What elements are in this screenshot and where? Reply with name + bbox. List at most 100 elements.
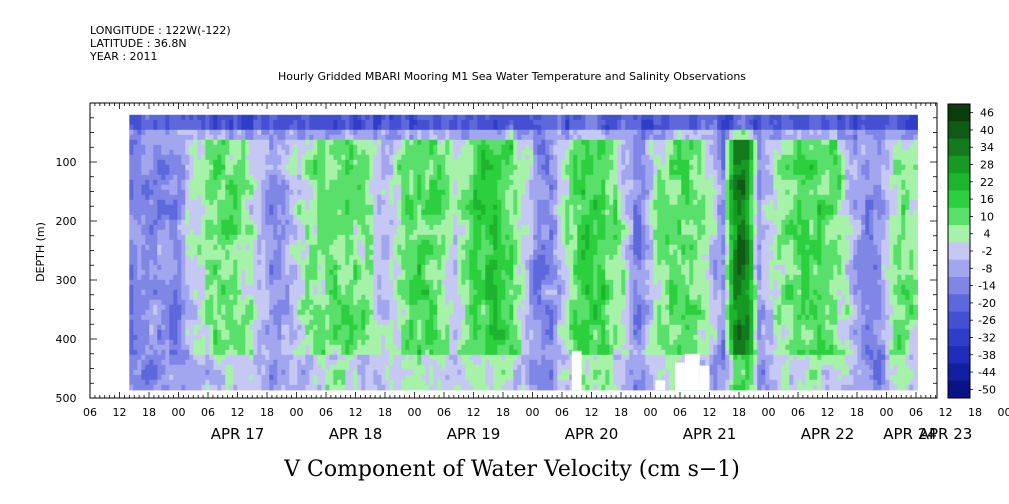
heatmap-cell bbox=[297, 234, 302, 241]
heatmap-cell bbox=[329, 374, 334, 381]
heatmap-cell bbox=[169, 144, 174, 151]
heatmap-cell bbox=[277, 229, 282, 236]
heatmap-cell bbox=[157, 209, 162, 216]
heatmap-cell bbox=[201, 199, 206, 206]
heatmap-cell bbox=[373, 189, 378, 196]
heatmap-cell bbox=[437, 364, 442, 371]
heatmap-cell bbox=[341, 294, 346, 301]
heatmap-cell bbox=[405, 174, 410, 181]
heatmap-cell bbox=[373, 129, 378, 136]
heatmap-cell bbox=[193, 129, 198, 136]
heatmap-cell bbox=[177, 164, 182, 171]
heatmap-cell bbox=[457, 284, 462, 291]
heatmap-cell bbox=[373, 274, 378, 281]
heatmap-cell bbox=[201, 144, 206, 151]
heatmap-cell bbox=[345, 184, 350, 191]
heatmap-cell bbox=[289, 174, 294, 181]
heatmap-cell bbox=[257, 379, 262, 386]
heatmap-cell bbox=[213, 204, 218, 211]
heatmap-cell bbox=[349, 339, 354, 346]
heatmap-cell bbox=[353, 124, 358, 131]
heatmap-cell bbox=[365, 344, 370, 351]
heatmap-cell bbox=[253, 369, 258, 376]
heatmap-cell bbox=[257, 309, 262, 316]
heatmap-cell bbox=[153, 359, 158, 366]
heatmap-cell bbox=[269, 164, 274, 171]
heatmap-cell bbox=[481, 314, 486, 321]
heatmap-cell bbox=[133, 184, 138, 191]
heatmap-cell bbox=[245, 329, 250, 336]
heatmap-cell bbox=[257, 164, 262, 171]
heatmap-cell bbox=[261, 279, 266, 286]
heatmap-cell bbox=[249, 124, 254, 131]
heatmap-cell bbox=[401, 364, 406, 371]
heatmap-cell bbox=[169, 189, 174, 196]
heatmap-cell bbox=[329, 229, 334, 236]
heatmap-cell bbox=[393, 269, 398, 276]
heatmap-cell bbox=[129, 294, 134, 301]
heatmap-cell bbox=[209, 344, 214, 351]
heatmap-cell bbox=[309, 309, 314, 316]
heatmap-cell bbox=[233, 364, 238, 371]
heatmap-cell bbox=[329, 369, 334, 376]
heatmap-cell bbox=[205, 164, 210, 171]
heatmap-cell bbox=[353, 299, 358, 306]
heatmap-cell bbox=[285, 269, 290, 276]
heatmap-cell bbox=[305, 369, 310, 376]
heatmap-cell bbox=[317, 339, 322, 346]
heatmap-cell bbox=[437, 379, 442, 386]
heatmap-cell bbox=[489, 214, 494, 221]
heatmap-cell bbox=[329, 214, 334, 221]
heatmap-cell bbox=[417, 269, 422, 276]
heatmap-cell bbox=[345, 134, 350, 141]
heatmap-cell bbox=[225, 269, 230, 276]
heatmap-cell bbox=[437, 194, 442, 201]
heatmap-cell bbox=[273, 269, 278, 276]
heatmap-cell bbox=[225, 189, 230, 196]
heatmap-cell bbox=[473, 309, 478, 316]
heatmap-cell bbox=[217, 384, 222, 391]
heatmap-cell bbox=[201, 304, 206, 311]
heatmap-cell bbox=[221, 259, 226, 266]
heatmap-cell bbox=[293, 254, 298, 261]
heatmap-cell bbox=[277, 339, 282, 346]
heatmap-cell bbox=[393, 229, 398, 236]
heatmap-cell bbox=[437, 264, 442, 271]
heatmap-cell bbox=[325, 374, 330, 381]
heatmap-cell bbox=[169, 124, 174, 131]
heatmap-cell bbox=[149, 184, 154, 191]
heatmap-cell bbox=[141, 164, 146, 171]
heatmap-cell bbox=[397, 264, 402, 271]
heatmap-cell bbox=[393, 259, 398, 266]
heatmap-cell bbox=[417, 129, 422, 136]
heatmap-cell bbox=[225, 349, 230, 356]
heatmap-cell bbox=[245, 359, 250, 366]
heatmap-cell bbox=[381, 229, 386, 236]
heatmap-cell bbox=[357, 264, 362, 271]
heatmap-cell bbox=[193, 314, 198, 321]
heatmap-cell bbox=[333, 204, 338, 211]
heatmap-cell bbox=[137, 219, 142, 226]
heatmap-cell bbox=[177, 334, 182, 341]
heatmap-cell bbox=[241, 309, 246, 316]
heatmap-cell bbox=[445, 304, 450, 311]
heatmap-cell bbox=[429, 204, 434, 211]
heatmap-cell bbox=[145, 129, 150, 136]
heatmap-cell bbox=[229, 379, 234, 386]
heatmap-cell bbox=[445, 219, 450, 226]
heatmap-cell bbox=[337, 294, 342, 301]
heatmap-cell bbox=[205, 284, 210, 291]
heatmap-cell bbox=[385, 224, 390, 231]
heatmap-cell bbox=[393, 344, 398, 351]
heatmap-cell bbox=[165, 364, 170, 371]
heatmap-cell bbox=[189, 184, 194, 191]
heatmap-cell bbox=[353, 279, 358, 286]
heatmap-cell bbox=[237, 284, 242, 291]
heatmap-cell bbox=[305, 309, 310, 316]
heatmap-cell bbox=[237, 169, 242, 176]
heatmap-cell bbox=[485, 334, 490, 341]
heatmap-cell bbox=[201, 344, 206, 351]
heatmap-cell bbox=[449, 264, 454, 271]
heatmap-cell bbox=[489, 114, 494, 121]
heatmap-cell bbox=[257, 209, 262, 216]
